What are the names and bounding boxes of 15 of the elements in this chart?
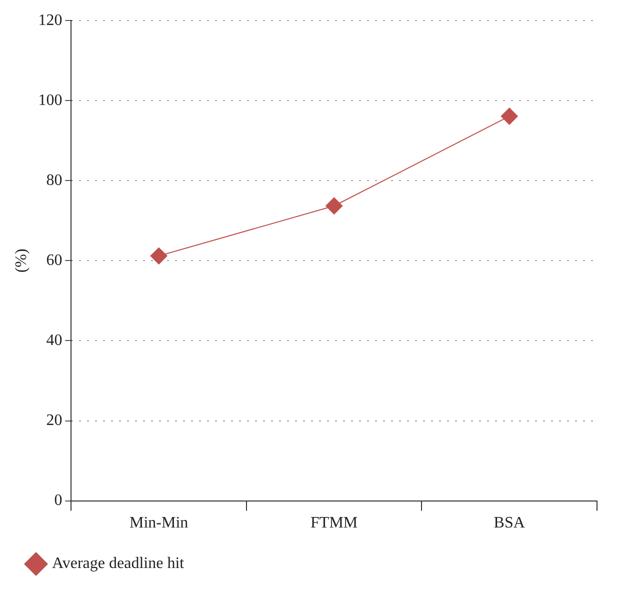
y-tick-label: 100 <box>38 92 62 109</box>
y-tick-label: 20 <box>46 412 62 429</box>
x-tick-label: Min-Min <box>129 514 188 532</box>
point <box>500 108 518 125</box>
point <box>150 247 168 264</box>
y-tick-label: 80 <box>46 172 62 189</box>
x-tick-label: FTMM <box>310 514 358 532</box>
x-tick-label: BSA <box>494 514 526 532</box>
y-tick-label: 0 <box>54 492 62 510</box>
y-tick-label: 120 <box>38 12 62 29</box>
legend-label: Average deadline hit <box>52 555 185 572</box>
y-axis-title: (%) <box>12 248 30 273</box>
point <box>326 197 343 214</box>
y-tick-label: 40 <box>46 332 62 349</box>
y-tick-label: 60 <box>46 252 62 269</box>
